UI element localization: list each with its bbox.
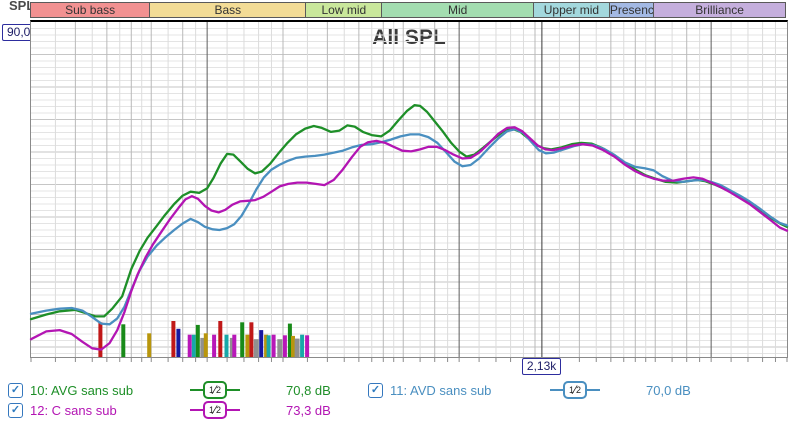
band-label: Bass <box>214 3 242 17</box>
band-label: Brilliance <box>695 3 744 17</box>
checkmark-icon: ✓ <box>10 404 21 416</box>
marker-bar <box>294 338 300 357</box>
trace-line-stub <box>190 409 203 411</box>
trace-line-stub <box>227 389 241 391</box>
band-label: Mid <box>447 3 468 17</box>
band-brilliance: Brilliance <box>654 2 786 18</box>
x-axis-ticks <box>30 358 788 362</box>
marker-bar <box>200 337 206 357</box>
marker-bars <box>98 321 310 358</box>
cursor-db-readout: 90,0 <box>2 24 36 41</box>
smoothing-badge: 1 ⁄ 2 <box>203 381 228 399</box>
trace-label[interactable]: 11: AVD sans sub <box>390 383 492 398</box>
curve-1[interactable] <box>29 104 789 321</box>
marker-bar <box>264 334 269 357</box>
legend-item: ✓ 11: AVD sans sub 1 ⁄ 2 70,0 dB <box>368 381 728 400</box>
marker-bar <box>300 334 305 357</box>
marker-bar <box>291 335 295 357</box>
trace-visibility-checkbox[interactable]: ✓ <box>8 403 23 418</box>
trace-visibility-checkbox[interactable]: ✓ <box>368 383 383 398</box>
band-presenc: Presenc <box>609 2 655 18</box>
trace-value: 70,8 dB <box>286 383 331 398</box>
trace-label[interactable]: 12: C sans sub <box>30 403 117 418</box>
marker-bar <box>287 323 292 357</box>
marker-bar <box>259 330 264 357</box>
marker-bar <box>98 322 103 357</box>
smoothing-badge: 1 ⁄ 2 <box>203 401 228 419</box>
marker-bar <box>253 339 259 357</box>
spl-chart[interactable] <box>29 22 789 362</box>
marker-bar <box>305 335 310 357</box>
marker-bar <box>232 334 237 357</box>
marker-bar <box>176 328 181 357</box>
legend-item: ✓ 10: AVG sans sub 1 ⁄ 2 70,8 dB <box>8 381 368 400</box>
marker-bar <box>218 321 223 357</box>
y-axis-caption: SPL <box>9 0 35 13</box>
curve-3[interactable] <box>29 126 789 351</box>
band-label: Upper mid <box>543 3 600 17</box>
marker-bar <box>271 334 276 357</box>
marker-bar <box>266 335 271 357</box>
trace-visibility-checkbox[interactable]: ✓ <box>8 383 23 398</box>
smoothing-indicator: 1 ⁄ 2 <box>190 401 241 419</box>
band-label: Sub bass <box>65 3 116 17</box>
band-bass: Bass <box>150 2 307 18</box>
curve-2[interactable] <box>29 128 789 326</box>
checkmark-icon: ✓ <box>10 384 21 396</box>
smoothing-badge: 1 ⁄ 2 <box>563 381 588 399</box>
gridlines <box>31 22 787 357</box>
cursor-freq-readout: 2,13k <box>521 358 562 375</box>
marker-bar <box>121 324 126 358</box>
checkmark-icon: ✓ <box>370 384 381 396</box>
marker-bar <box>282 335 287 357</box>
marker-bar <box>203 333 208 357</box>
trace-label[interactable]: 10: AVG sans sub <box>30 383 134 398</box>
marker-bar <box>147 333 152 357</box>
trace-value: 70,0 dB <box>646 383 691 398</box>
chart-title: All SPL <box>372 26 446 49</box>
marker-bar <box>191 334 196 357</box>
marker-bar <box>195 324 200 357</box>
band-label: Presenc <box>609 3 654 17</box>
band-label: Low mid <box>321 3 367 17</box>
trace-value: 73,3 dB <box>286 403 331 418</box>
band-mid: Mid <box>382 2 534 18</box>
frequency-band-strip: Sub bass Bass Low mid Mid Upper mid Presenc Br… <box>30 2 786 18</box>
marker-bar <box>224 334 229 357</box>
marker-bar <box>249 322 254 357</box>
marker-bar <box>171 321 176 357</box>
marker-bar <box>277 339 283 357</box>
band-low-mid: Low mid <box>306 2 383 18</box>
smoothing-indicator: 1 ⁄ 2 <box>550 381 601 399</box>
smoothing-indicator: 1 ⁄ 2 <box>190 381 241 399</box>
trace-line-stub <box>550 389 563 391</box>
trace-line-stub <box>587 389 601 391</box>
marker-bar <box>212 334 217 357</box>
marker-bar <box>245 334 250 357</box>
trace-line-stub <box>227 409 241 411</box>
legend-item: ✓ 12: C sans sub 1 ⁄ 2 73,3 dB <box>8 401 368 420</box>
plot-area[interactable]: All SPL <box>29 20 789 362</box>
trace-line-stub <box>190 389 203 391</box>
marker-bar <box>187 334 192 357</box>
band-upper-mid: Upper mid <box>534 2 610 18</box>
band-sub-bass: Sub bass <box>30 2 151 18</box>
marker-bar <box>240 322 245 357</box>
